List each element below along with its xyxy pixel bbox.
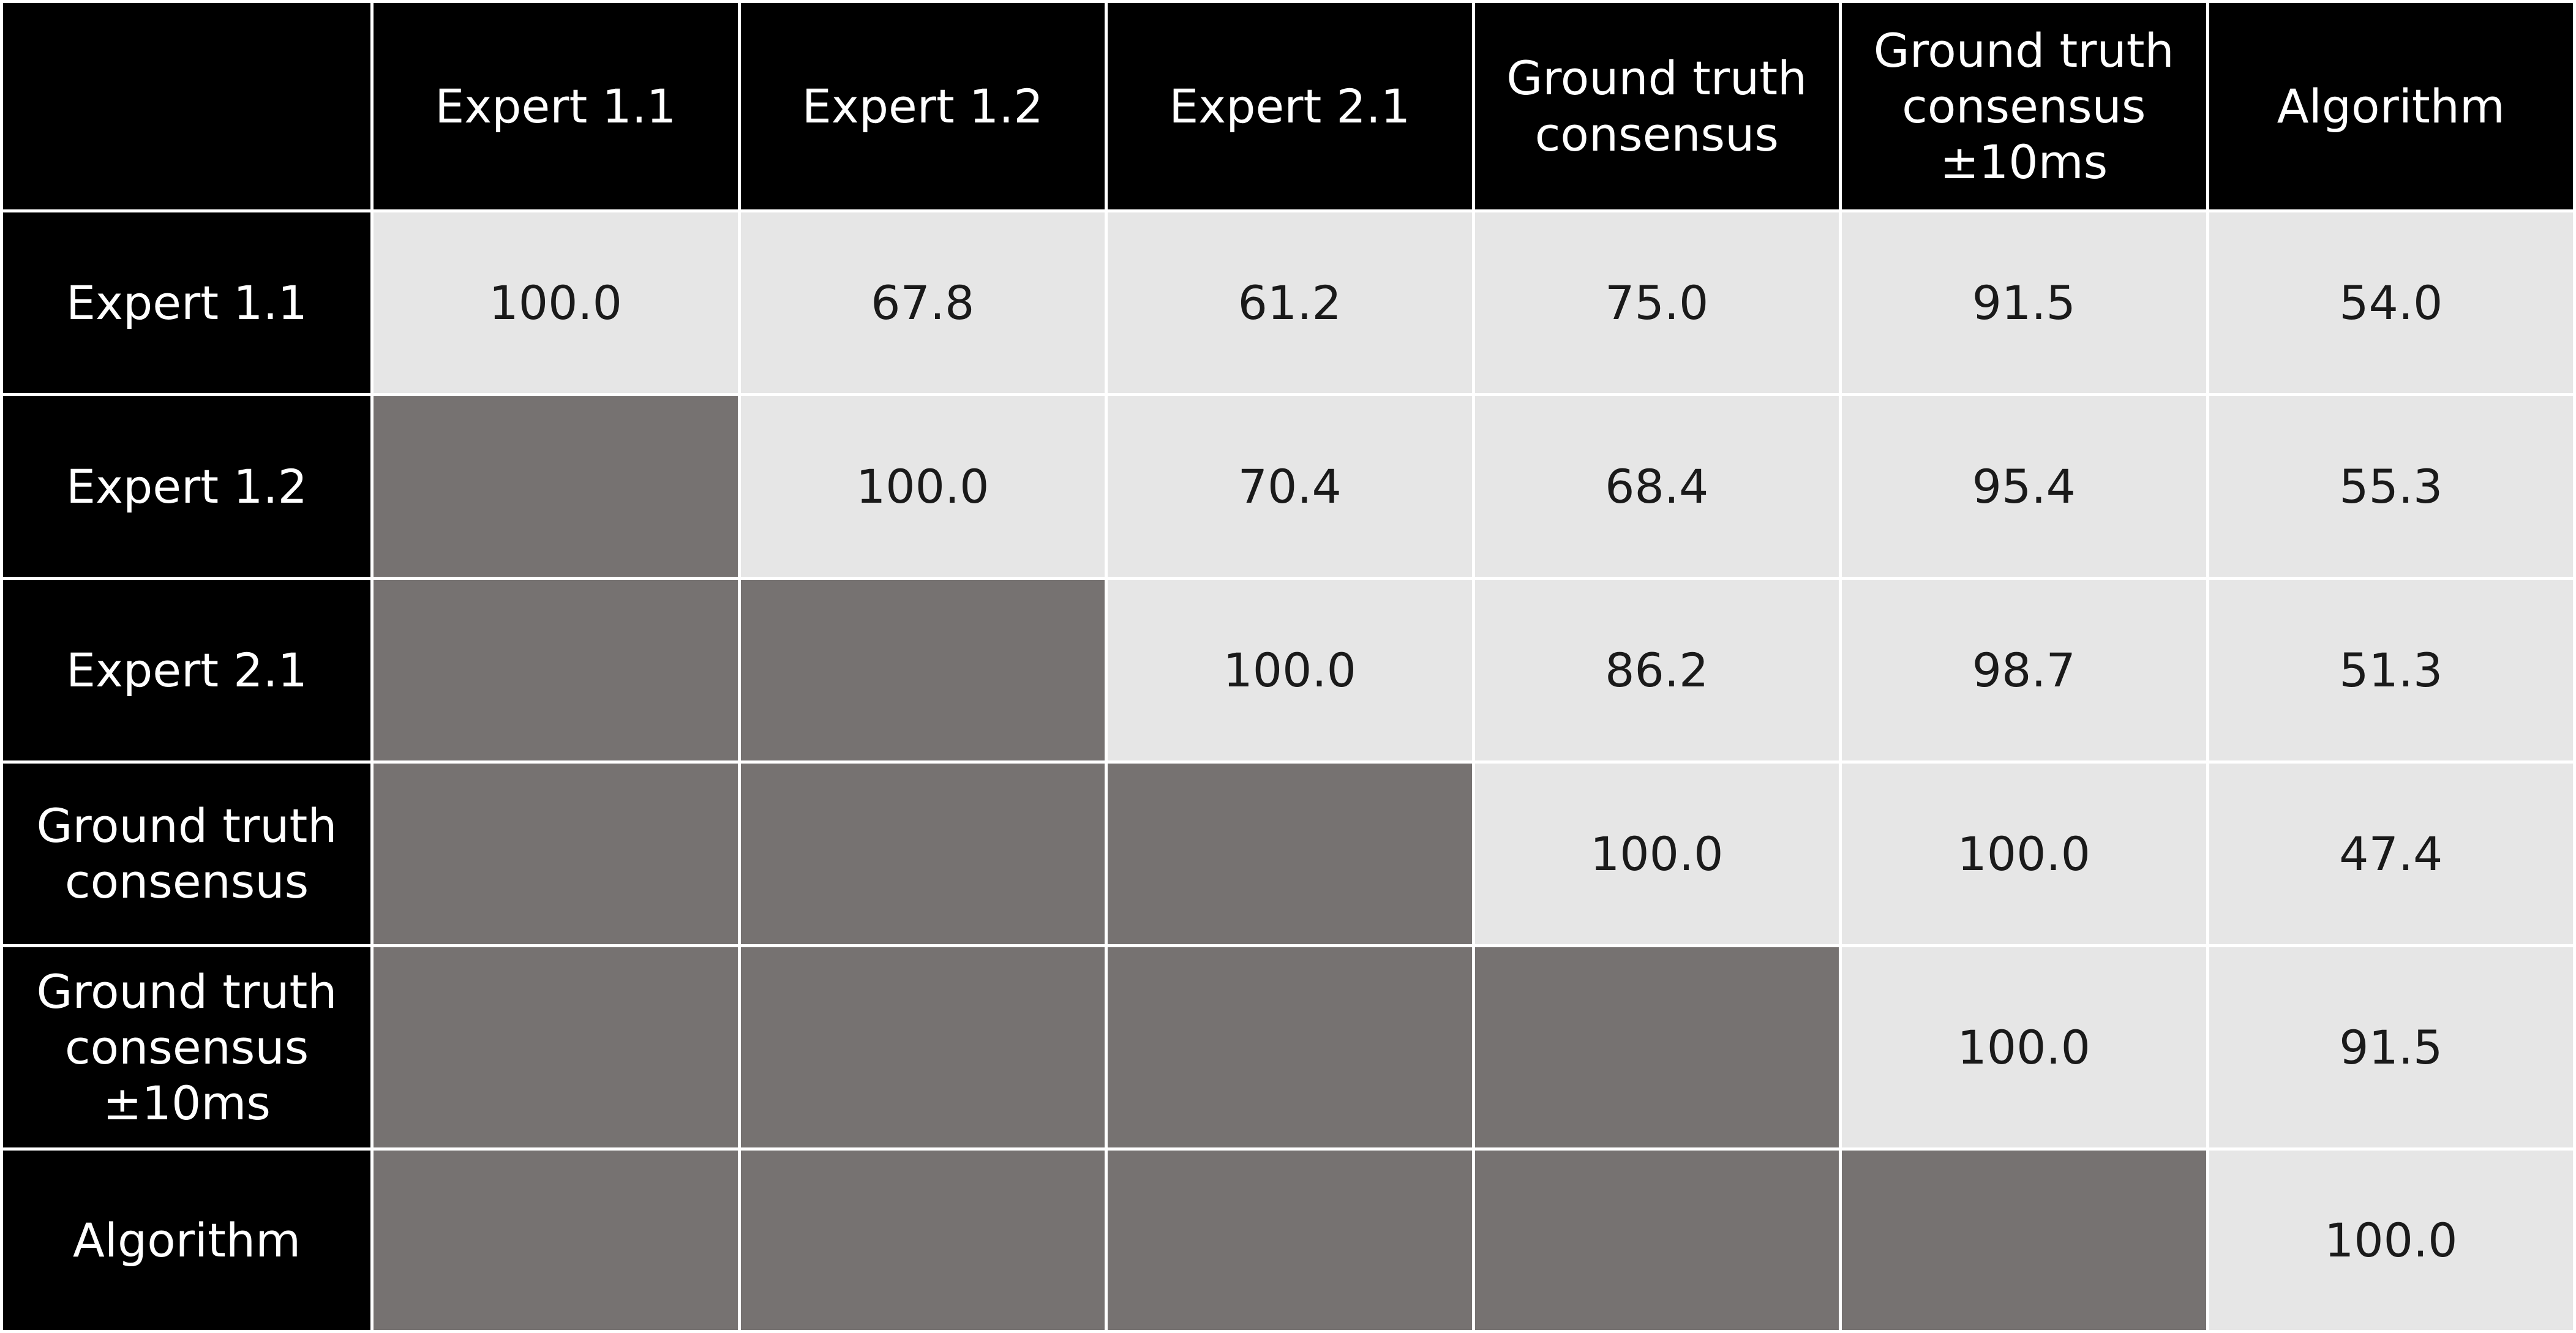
value-cell: 100.0 xyxy=(1105,577,1475,764)
column-header: Algorithm xyxy=(2206,0,2576,213)
empty-cell xyxy=(1105,944,1475,1151)
value-cell: 98.7 xyxy=(1839,577,2209,764)
value-cell: 61.2 xyxy=(1105,209,1475,397)
value-cell: 100.0 xyxy=(370,209,741,397)
table-row: Expert 1.2 100.0 70.4 68.4 95.4 55.3 xyxy=(0,393,2576,580)
row-header: Ground truth consensus ±10ms xyxy=(0,944,374,1151)
table-row: Expert 1.1 100.0 67.8 61.2 75.0 91.5 54.0 xyxy=(0,209,2576,397)
row-header: Expert 1.1 xyxy=(0,209,374,397)
empty-cell xyxy=(1105,1147,1475,1333)
row-header: Expert 2.1 xyxy=(0,577,374,764)
value-cell: 54.0 xyxy=(2206,209,2576,397)
value-cell: 100.0 xyxy=(1839,760,2209,947)
value-cell: 70.4 xyxy=(1105,393,1475,580)
empty-cell xyxy=(737,1147,1108,1333)
table-row: Expert 2.1 100.0 86.2 98.7 51.3 xyxy=(0,577,2576,764)
row-header: Expert 1.2 xyxy=(0,393,374,580)
corner-cell xyxy=(0,0,374,213)
empty-cell xyxy=(1471,1147,1842,1333)
empty-cell xyxy=(370,393,741,580)
empty-cell xyxy=(737,944,1108,1151)
empty-cell xyxy=(370,760,741,947)
table-row: Algorithm 100.0 xyxy=(0,1147,2576,1333)
value-cell: 100.0 xyxy=(737,393,1108,580)
value-cell: 95.4 xyxy=(1839,393,2209,580)
empty-cell xyxy=(1471,944,1842,1151)
column-header: Ground truth consensus xyxy=(1471,0,1842,213)
value-cell: 86.2 xyxy=(1471,577,1842,764)
value-cell: 100.0 xyxy=(1471,760,1842,947)
value-cell: 51.3 xyxy=(2206,577,2576,764)
header-row: Expert 1.1 Expert 1.2 Expert 2.1 Ground tru… xyxy=(0,0,2576,213)
empty-cell xyxy=(370,1147,741,1333)
column-header: Ground truth consensus ±10ms xyxy=(1839,0,2209,213)
empty-cell xyxy=(1839,1147,2209,1333)
row-header: Ground truth consensus xyxy=(0,760,374,947)
value-cell: 91.5 xyxy=(1839,209,2209,397)
empty-cell xyxy=(370,577,741,764)
empty-cell xyxy=(737,577,1108,764)
empty-cell xyxy=(1105,760,1475,947)
empty-cell xyxy=(370,944,741,1151)
value-cell: 67.8 xyxy=(737,209,1108,397)
table-row: Ground truth consensus 100.0 100.0 47.4 xyxy=(0,760,2576,947)
row-header: Algorithm xyxy=(0,1147,374,1333)
column-header: Expert 1.1 xyxy=(370,0,741,213)
column-header: Expert 2.1 xyxy=(1105,0,1475,213)
value-cell: 47.4 xyxy=(2206,760,2576,947)
table-row: Ground truth consensus ±10ms 100.0 91.5 xyxy=(0,944,2576,1151)
column-header: Expert 1.2 xyxy=(737,0,1108,213)
empty-cell xyxy=(737,760,1108,947)
value-cell: 75.0 xyxy=(1471,209,1842,397)
value-cell: 100.0 xyxy=(1839,944,2209,1151)
value-cell: 100.0 xyxy=(2206,1147,2576,1333)
value-cell: 68.4 xyxy=(1471,393,1842,580)
value-cell: 91.5 xyxy=(2206,944,2576,1151)
value-cell: 55.3 xyxy=(2206,393,2576,580)
